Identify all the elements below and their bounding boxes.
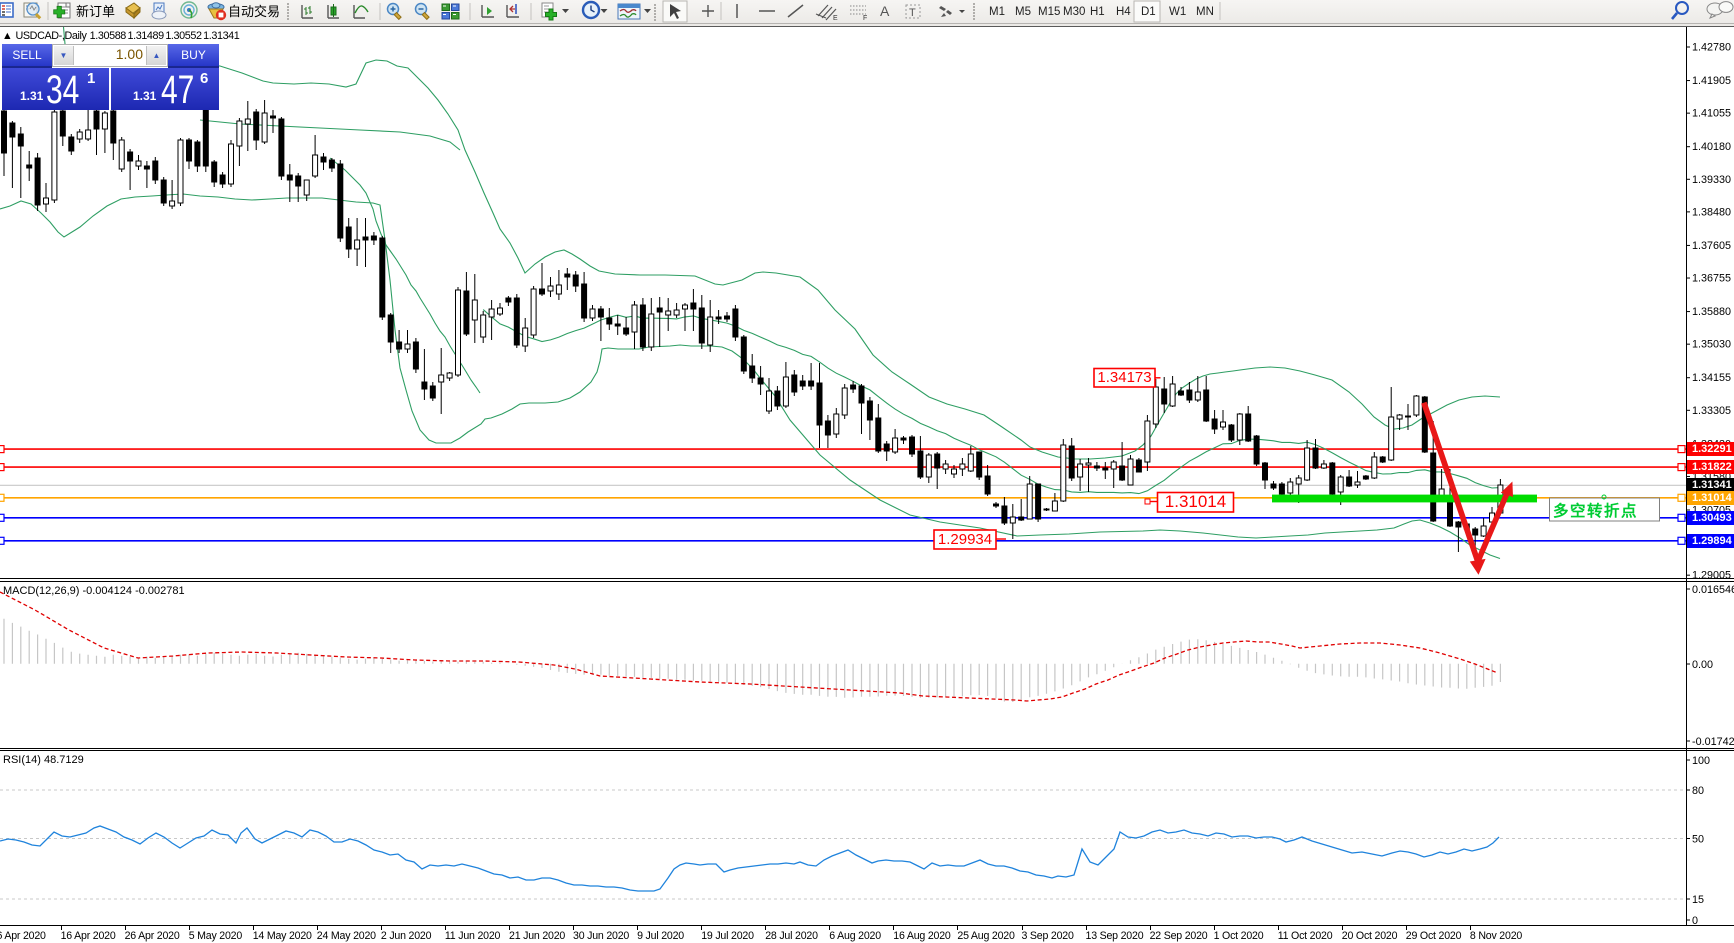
svg-text:H4: H4 <box>1116 6 1131 18</box>
svg-text:100: 100 <box>1692 755 1710 767</box>
svg-text:0.00: 0.00 <box>1692 659 1713 671</box>
svg-text:MN: MN <box>1196 6 1214 18</box>
svg-text:0.016546: 0.016546 <box>1692 584 1734 596</box>
svg-text:H1: H1 <box>1090 6 1105 18</box>
svg-text:1.29005: 1.29005 <box>1692 570 1731 582</box>
svg-text:E: E <box>833 15 838 22</box>
svg-text:多空转折点: 多空转折点 <box>1553 501 1638 520</box>
svg-text:新订单: 新订单 <box>76 4 115 19</box>
svg-text:M30: M30 <box>1063 6 1085 18</box>
svg-text:1.35880: 1.35880 <box>1692 306 1731 318</box>
svg-text:1.38480: 1.38480 <box>1692 206 1731 218</box>
svg-text:F: F <box>863 15 867 22</box>
svg-text:1.34155: 1.34155 <box>1692 372 1731 384</box>
svg-text:1.39330: 1.39330 <box>1692 174 1731 186</box>
svg-text:1.41055: 1.41055 <box>1692 108 1731 120</box>
svg-text:1.35030: 1.35030 <box>1692 339 1731 351</box>
svg-text:50: 50 <box>1692 834 1704 846</box>
svg-text:1.29934: 1.29934 <box>938 531 992 548</box>
svg-text:W1: W1 <box>1169 6 1186 18</box>
svg-text:T: T <box>909 7 916 19</box>
svg-text:M15: M15 <box>1038 6 1060 18</box>
svg-text:1.31014: 1.31014 <box>1165 492 1226 511</box>
svg-text:1.37605: 1.37605 <box>1692 240 1731 252</box>
svg-text:0: 0 <box>1692 915 1698 927</box>
svg-text:-0.017423: -0.017423 <box>1692 736 1734 748</box>
svg-text:1.34173: 1.34173 <box>1097 369 1151 386</box>
svg-text:A: A <box>880 3 890 19</box>
svg-text:1.40180: 1.40180 <box>1692 141 1731 153</box>
svg-text:M1: M1 <box>989 6 1005 18</box>
svg-text:15: 15 <box>1692 894 1704 906</box>
svg-text:80: 80 <box>1692 785 1704 797</box>
svg-text:1.36755: 1.36755 <box>1692 273 1731 285</box>
svg-text:D1: D1 <box>1141 6 1156 18</box>
svg-text:1.33305: 1.33305 <box>1692 405 1731 417</box>
svg-text:1.42780: 1.42780 <box>1692 42 1731 54</box>
svg-text:自动交易: 自动交易 <box>228 4 280 19</box>
svg-text:1.41905: 1.41905 <box>1692 75 1731 87</box>
svg-text:M5: M5 <box>1015 6 1031 18</box>
